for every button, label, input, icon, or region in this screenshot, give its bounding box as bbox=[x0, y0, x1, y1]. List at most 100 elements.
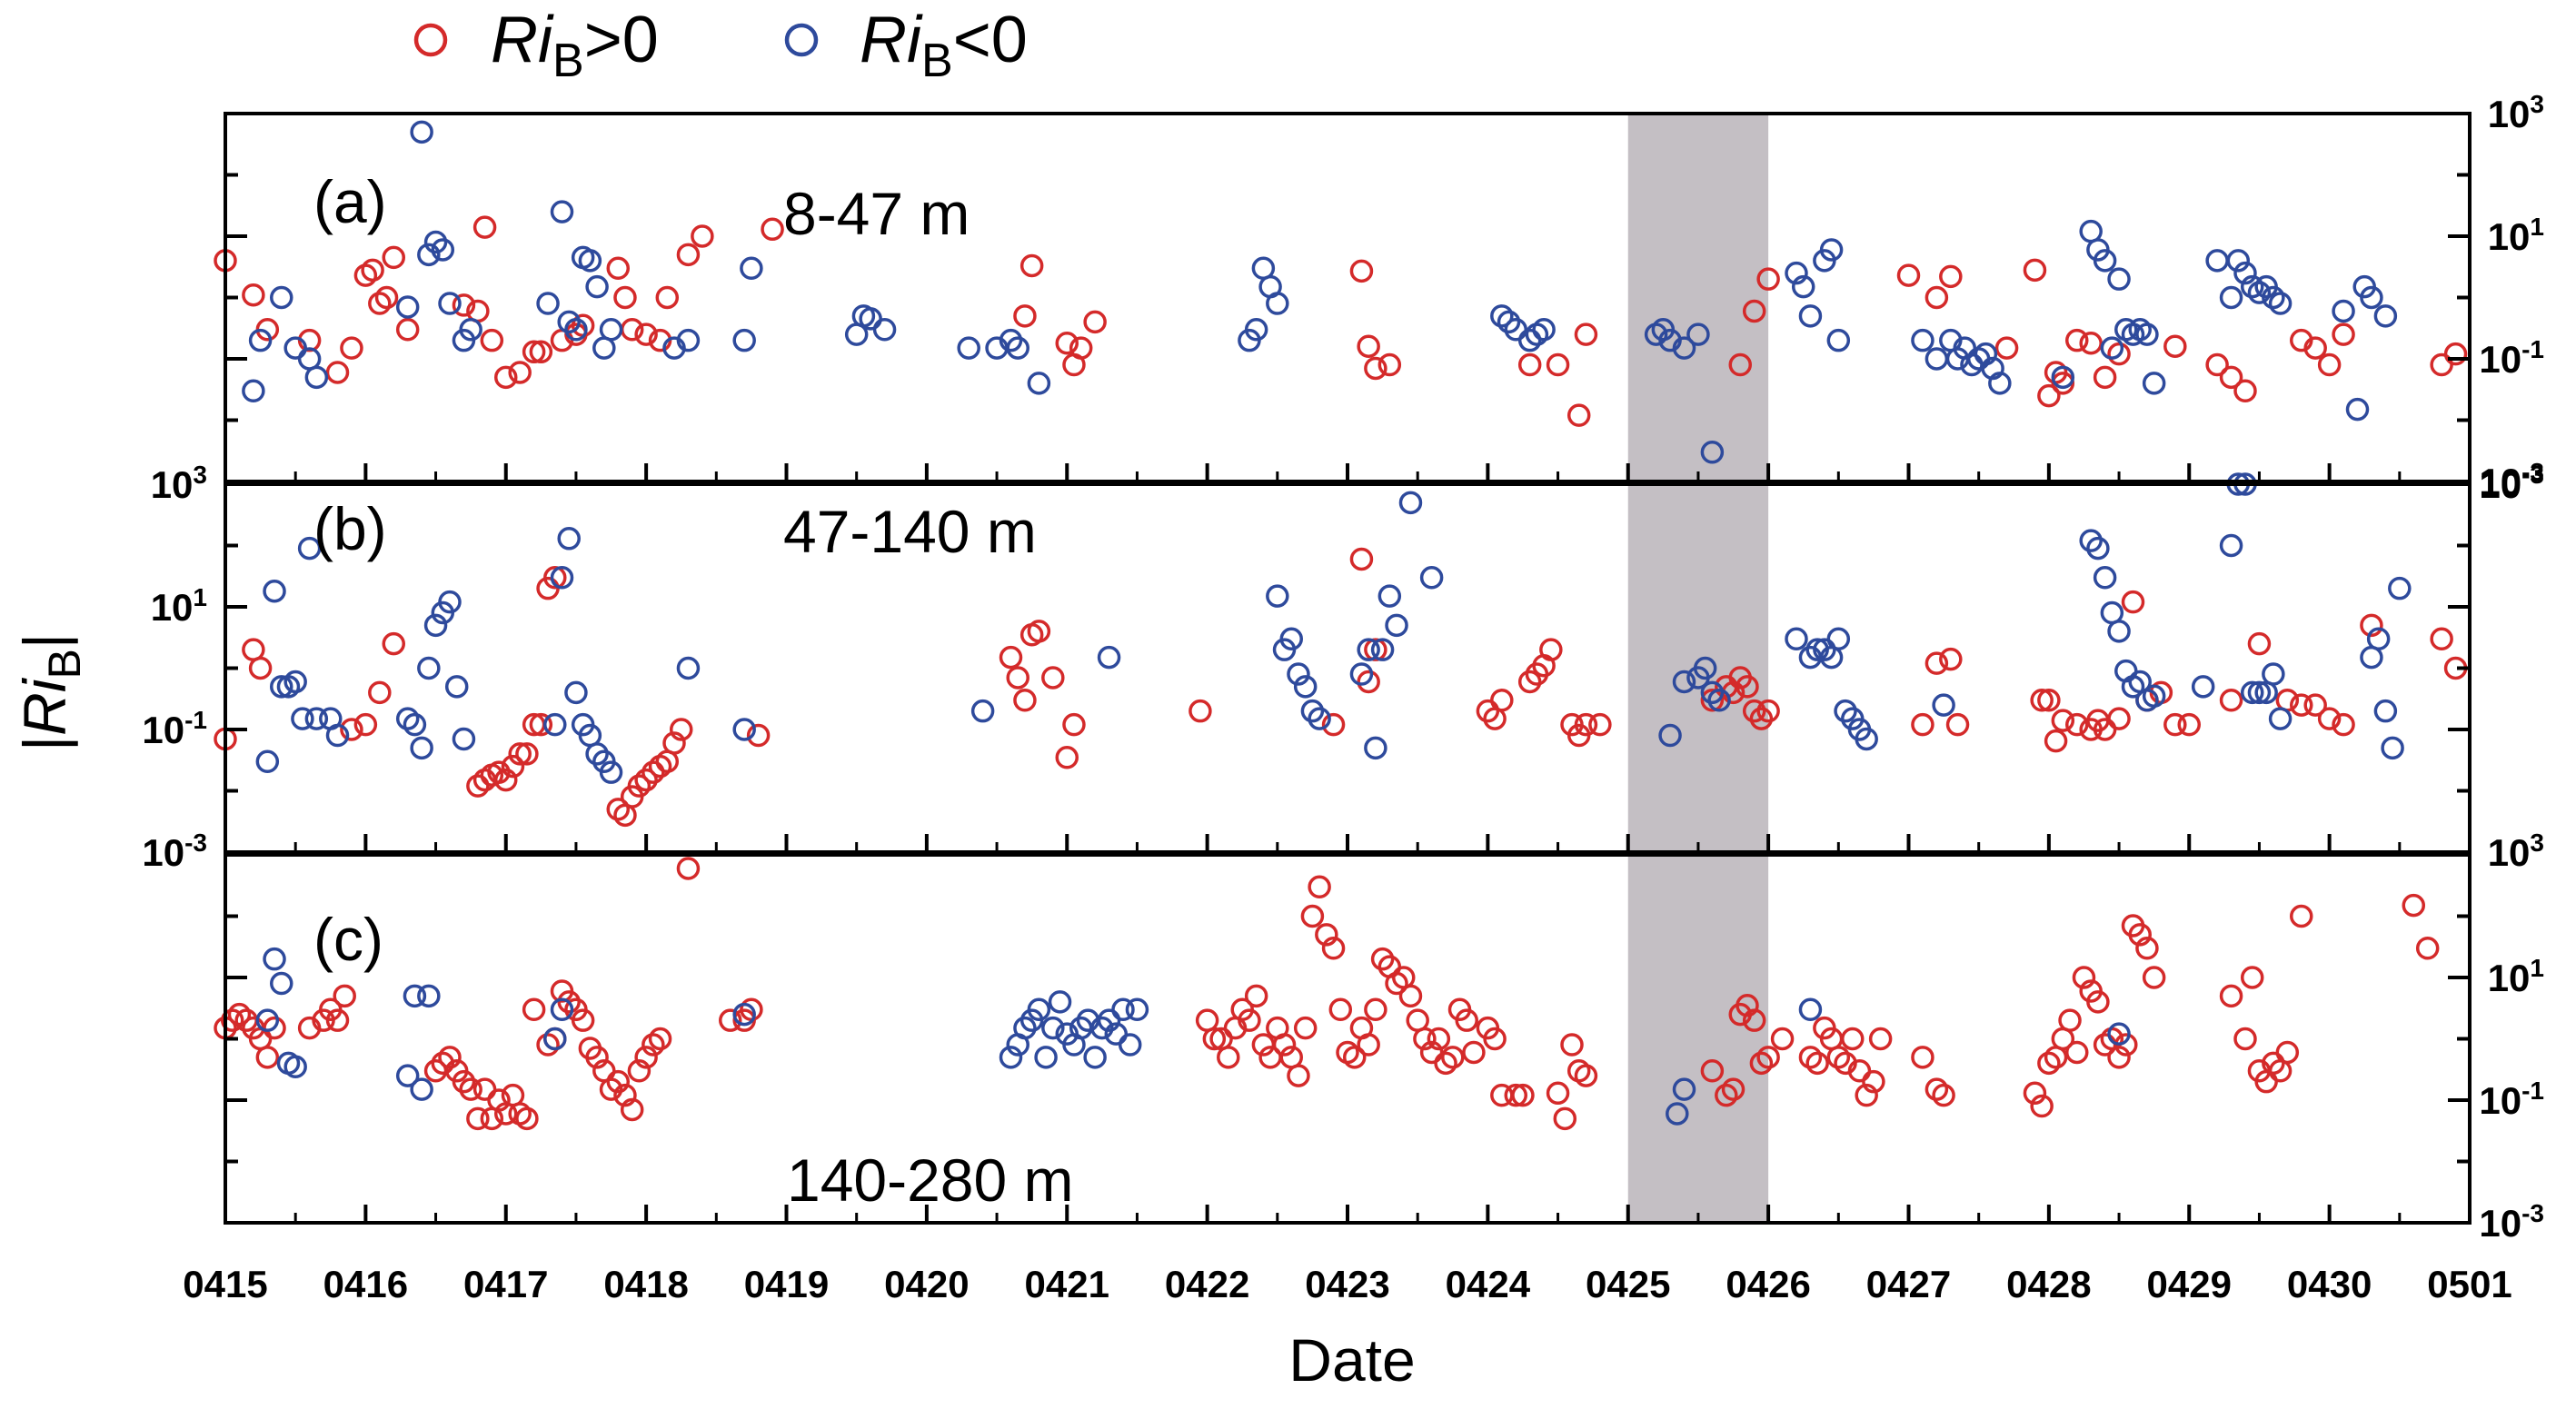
point-a-negative bbox=[550, 200, 574, 223]
point-c-positive bbox=[1315, 923, 1338, 947]
x-axis-label: Date bbox=[1288, 1326, 1415, 1394]
point-b-positive bbox=[543, 566, 567, 590]
point-b-negative bbox=[1419, 566, 1444, 590]
point-b-negative bbox=[403, 712, 427, 737]
point-c-positive bbox=[1385, 971, 1408, 996]
point-a-positive bbox=[2303, 336, 2327, 360]
point-b-positive bbox=[2030, 689, 2054, 712]
point-a-positive bbox=[1925, 285, 1949, 310]
point-a-negative bbox=[1027, 372, 1051, 395]
point-b-negative bbox=[1266, 584, 1289, 608]
point-b-positive bbox=[1189, 699, 1212, 723]
point-a-negative bbox=[1785, 261, 1808, 285]
point-a-negative bbox=[2093, 249, 2117, 273]
point-a-negative bbox=[1798, 304, 1823, 328]
point-a-negative bbox=[423, 230, 448, 254]
point-b-negative bbox=[410, 736, 433, 760]
point-b-positive bbox=[1364, 638, 1387, 661]
point-a-positive bbox=[2079, 332, 2103, 355]
y-tick-label: 101 bbox=[151, 583, 207, 629]
point-b-positive bbox=[2044, 729, 2068, 753]
point-b-negative bbox=[550, 566, 574, 590]
point-a-positive bbox=[2317, 352, 2342, 377]
point-b-negative bbox=[1097, 645, 1121, 670]
point-a-negative bbox=[2100, 336, 2124, 360]
point-b-positive bbox=[1357, 670, 1380, 694]
point-b-positive bbox=[248, 656, 273, 680]
point-c-positive bbox=[2142, 966, 2166, 989]
point-b-negative bbox=[1349, 662, 1374, 686]
point-a-positive bbox=[325, 361, 350, 384]
point-b-positive bbox=[1013, 689, 1037, 712]
point-c-positive bbox=[452, 1069, 476, 1094]
point-a-negative bbox=[957, 336, 980, 360]
point-a-negative bbox=[2051, 365, 2075, 390]
point-b-positive bbox=[1055, 746, 1079, 769]
point-b-negative bbox=[255, 749, 280, 774]
point-c-negative bbox=[1111, 997, 1135, 1022]
point-a-negative bbox=[1911, 328, 1934, 352]
point-c-positive bbox=[2065, 1040, 2089, 1065]
point-c-positive bbox=[1742, 1008, 1766, 1032]
point-a-positive bbox=[1939, 264, 1963, 289]
point-b-negative bbox=[543, 712, 567, 737]
point-c-negative bbox=[255, 1008, 280, 1032]
point-c-positive bbox=[1427, 1027, 1451, 1051]
point-a-negative bbox=[599, 318, 623, 342]
point-a-positive bbox=[634, 322, 658, 346]
point-b-positive bbox=[515, 742, 539, 766]
point-a-negative bbox=[585, 274, 609, 299]
legend: RiB>0 RiB<0 bbox=[413, 4, 1028, 87]
point-b-negative bbox=[1364, 736, 1387, 760]
point-a-negative bbox=[1925, 347, 1949, 371]
point-c-positive bbox=[333, 984, 356, 1008]
point-b-positive bbox=[2051, 709, 2075, 732]
point-c-positive bbox=[487, 1088, 511, 1112]
point-b-positive bbox=[487, 760, 511, 784]
y-tick-label: 10-3 bbox=[2479, 458, 2544, 503]
point-b-negative bbox=[585, 742, 609, 766]
point-b-negative bbox=[423, 613, 448, 638]
point-a-positive bbox=[480, 328, 504, 352]
point-a-negative bbox=[2205, 249, 2229, 273]
point-c-positive bbox=[1798, 1046, 1823, 1069]
point-a-positive bbox=[606, 256, 630, 281]
point-a-positive bbox=[2107, 342, 2131, 366]
point-c-positive bbox=[2415, 937, 2440, 960]
point-b-negative bbox=[732, 718, 756, 741]
point-c-positive bbox=[1868, 1027, 1893, 1051]
y-tick-label: 10-1 bbox=[142, 706, 207, 751]
point-b-positive bbox=[2107, 707, 2131, 730]
point-b-negative bbox=[1385, 613, 1408, 638]
point-a-negative bbox=[1497, 310, 1521, 334]
point-b-positive bbox=[2360, 613, 2383, 638]
point-a-positive bbox=[395, 318, 420, 342]
point-c-positive bbox=[1272, 1033, 1297, 1057]
point-b-positive bbox=[2247, 631, 2272, 656]
y-tick-label: 10-1 bbox=[2479, 335, 2544, 381]
point-b-positive bbox=[634, 768, 658, 792]
point-b-positive bbox=[1027, 620, 1051, 643]
point-a-positive bbox=[374, 285, 399, 310]
point-b-negative bbox=[444, 675, 469, 699]
point-c-positive bbox=[1553, 1106, 1577, 1131]
point-b-negative bbox=[2079, 529, 2103, 552]
point-b-negative bbox=[599, 760, 623, 784]
point-b-positive bbox=[1939, 647, 1963, 671]
point-a-positive bbox=[1566, 403, 1591, 427]
point-b-negative bbox=[1658, 723, 1682, 748]
point-c-positive bbox=[1574, 1064, 1598, 1087]
point-c-positive bbox=[2072, 966, 2096, 989]
point-b-negative bbox=[1293, 675, 1318, 699]
point-a-negative bbox=[1266, 292, 1289, 315]
point-b-negative bbox=[2107, 620, 2131, 643]
x-tick-label: 0426 bbox=[1726, 1263, 1810, 1305]
point-a-negative bbox=[1819, 238, 1844, 262]
x-tick-label: 0422 bbox=[1165, 1263, 1249, 1305]
point-c-positive bbox=[1749, 1051, 1774, 1076]
point-c-negative bbox=[732, 1002, 756, 1027]
point-b-negative bbox=[2240, 680, 2264, 705]
point-b-positive bbox=[2177, 712, 2201, 737]
point-a-negative bbox=[564, 318, 588, 342]
